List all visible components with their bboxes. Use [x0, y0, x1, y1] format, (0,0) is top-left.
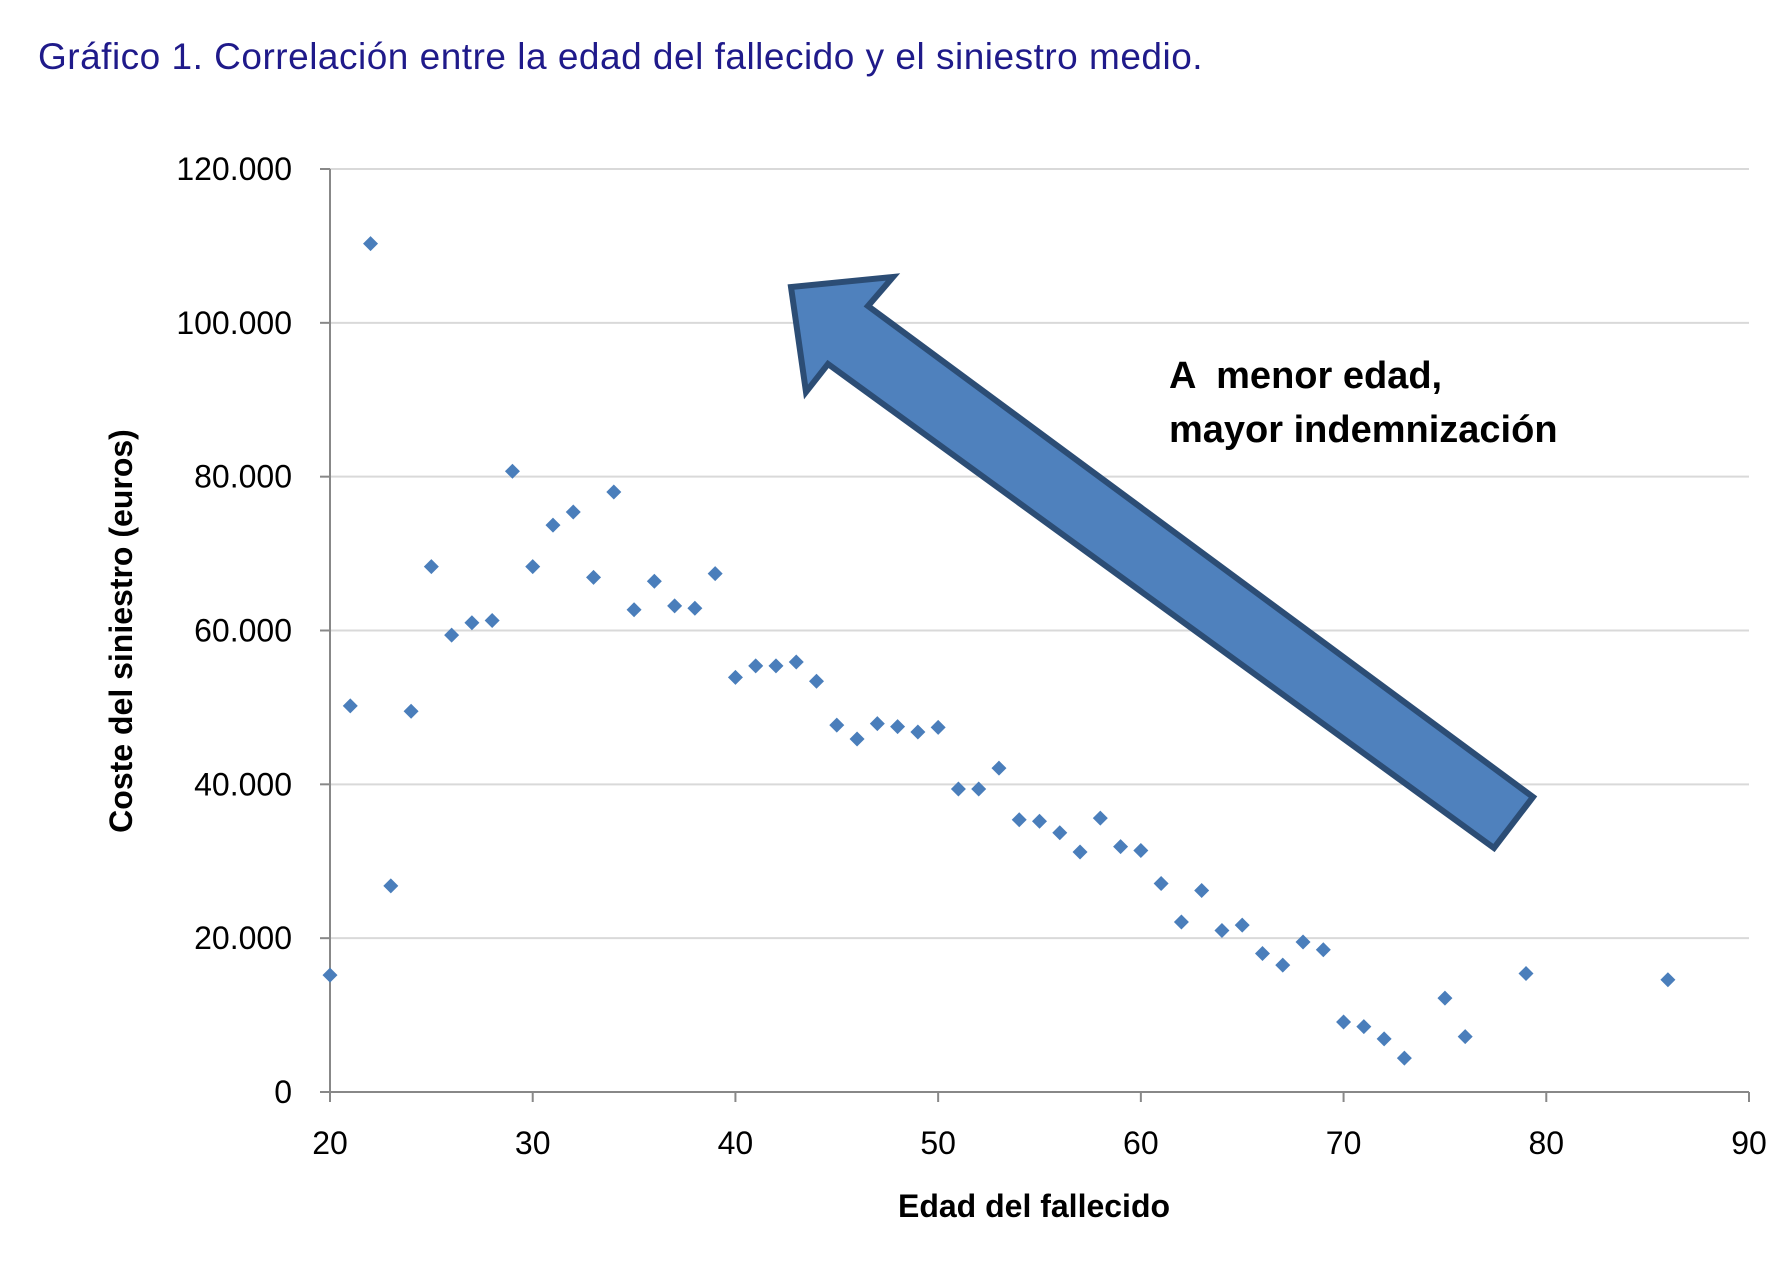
data-point: [849, 731, 865, 747]
data-point: [484, 613, 500, 629]
data-point: [687, 600, 703, 616]
data-point: [971, 781, 987, 797]
data-point: [1052, 825, 1068, 841]
data-point: [1457, 1029, 1473, 1045]
data-point: [1173, 914, 1189, 930]
y-tick-label: 60.000: [194, 613, 292, 649]
data-point: [1437, 990, 1453, 1006]
data-point: [1133, 842, 1149, 858]
y-tick-label: 120.000: [176, 151, 292, 187]
data-point: [1356, 1019, 1372, 1035]
x-tick-label: 80: [1528, 1125, 1564, 1161]
data-point: [1376, 1031, 1392, 1047]
x-tick-label: 60: [1123, 1125, 1159, 1161]
data-point: [423, 559, 439, 575]
data-point: [1518, 966, 1534, 982]
y-tick-label: 0: [274, 1074, 292, 1110]
data-point: [727, 669, 743, 685]
data-point: [788, 654, 804, 670]
data-point: [383, 878, 399, 894]
data-point: [910, 724, 926, 740]
data-point: [1336, 1014, 1352, 1030]
data-point: [869, 716, 885, 732]
data-point: [565, 504, 581, 520]
data-point: [1194, 882, 1210, 898]
data-point: [1254, 946, 1270, 962]
x-axis-title: Edad del fallecido: [898, 1188, 1170, 1224]
data-point: [545, 517, 561, 533]
data-point: [809, 673, 825, 689]
data-point: [1396, 1050, 1412, 1066]
y-tick-label: 20.000: [194, 920, 292, 956]
data-point: [403, 703, 419, 719]
data-point: [1113, 839, 1129, 855]
data-point: [586, 569, 602, 585]
axes: [320, 168, 1750, 1102]
data-point: [322, 967, 338, 983]
data-point: [1295, 934, 1311, 950]
data-point: [1092, 810, 1108, 826]
trend-arrow: [787, 273, 1538, 853]
data-point: [890, 719, 906, 735]
data-point: [1032, 813, 1047, 829]
data-point: [991, 760, 1007, 776]
annotation-line-1: A menor edad,: [1169, 355, 1442, 397]
x-tick-label: 50: [920, 1125, 956, 1161]
data-point: [1275, 957, 1291, 973]
data-point: [606, 484, 622, 500]
y-axis-title: Coste del siniestro (euros): [103, 429, 139, 833]
data-point: [1315, 942, 1331, 958]
chart-title: Gráfico 1. Correlación entre la edad del…: [38, 36, 1204, 77]
data-point: [525, 559, 541, 575]
data-point: [707, 566, 723, 582]
data-point: [930, 719, 946, 735]
data-point: [1234, 917, 1250, 933]
data-point: [1072, 844, 1088, 860]
data-point: [626, 602, 642, 618]
y-tick-label: 40.000: [194, 766, 292, 802]
x-tick-label: 20: [312, 1125, 348, 1161]
arrow-up-left-icon: [787, 273, 1538, 853]
y-tick-label: 80.000: [194, 459, 292, 495]
data-point: [748, 658, 764, 674]
data-point: [1153, 876, 1169, 892]
data-point: [646, 573, 662, 589]
data-point: [363, 236, 379, 252]
data-point: [504, 463, 520, 479]
x-tick-label: 40: [718, 1125, 754, 1161]
data-point: [667, 598, 683, 614]
annotation-line-2: mayor indemnización: [1169, 409, 1558, 451]
data-point: [768, 658, 784, 674]
data-point: [342, 698, 358, 714]
data-point: [464, 615, 480, 631]
x-tick-label: 70: [1326, 1125, 1362, 1161]
x-tick-label: 30: [515, 1125, 551, 1161]
x-tick-label: 90: [1731, 1125, 1767, 1161]
tick-labels: 0 20.000 40.000 60.000 80.000 100.000 120.000 2…: [176, 151, 1766, 1161]
data-point: [829, 717, 845, 733]
data-points: [322, 236, 1676, 1066]
y-tick-label: 100.000: [176, 305, 292, 341]
data-point: [1214, 922, 1230, 938]
data-point: [1660, 972, 1676, 988]
data-point: [950, 781, 966, 797]
data-point: [1011, 812, 1027, 828]
data-point: [444, 627, 460, 643]
